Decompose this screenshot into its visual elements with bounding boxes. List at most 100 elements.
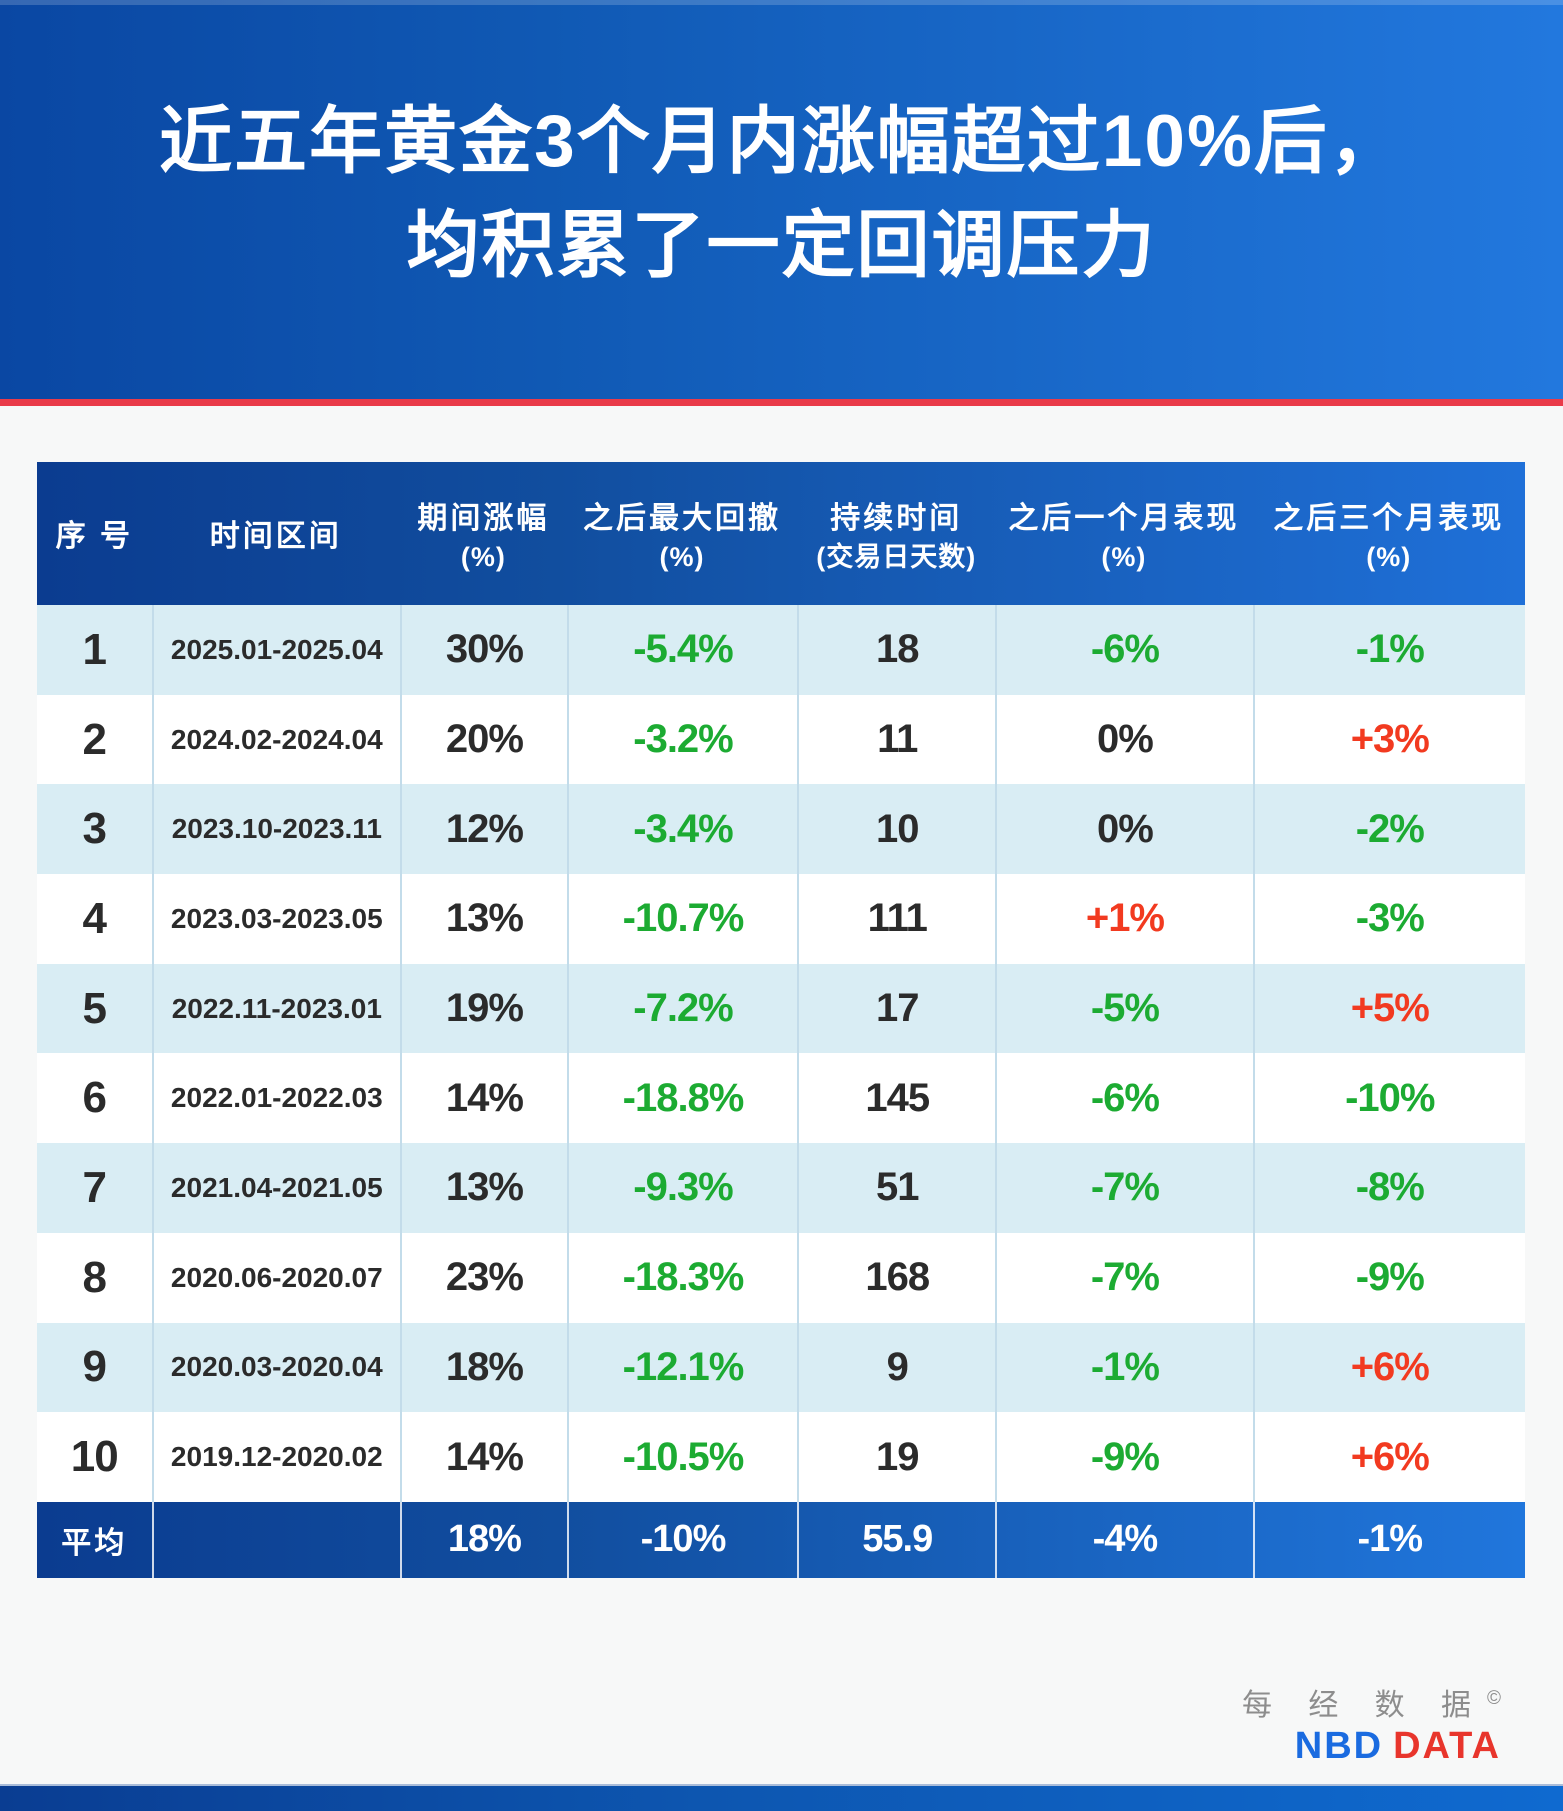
duration-cell: 17 <box>797 963 995 1054</box>
nbd-data-logo: 每 经 数 据 © NBD DATA <box>1242 1682 1501 1766</box>
table-row: 5 2022.11-2023.01 19% -7.2% 17 -5% +5% <box>37 963 1525 1054</box>
gain-cell: 23% <box>400 1232 567 1323</box>
three-month-cell: +5% <box>1252 963 1525 1054</box>
header-label: 期间涨幅 <box>417 501 550 535</box>
header-period: 时间区间 <box>152 462 400 605</box>
index-cell: 4 <box>82 893 107 943</box>
logo-chinese-text: 每 经 数 据 © <box>1242 1682 1501 1723</box>
duration-cell: 9 <box>797 1322 995 1413</box>
gold-correction-table: 序 号 时间区间 期间涨幅 (%) 之后最大回撤 (%) 持续时间 (交易日天数… <box>37 462 1525 1578</box>
drawdown-cell: -5.4% <box>566 605 798 695</box>
header-one-month-perf: 之后一个月表现 (%) <box>995 462 1252 605</box>
period-cell: 2020.03-2020.04 <box>151 1322 400 1413</box>
index-cell: 10 <box>70 1432 119 1482</box>
header-label: 持续时间 <box>830 501 963 535</box>
index-cell: 7 <box>82 1162 107 1212</box>
bottom-blue-bar <box>0 1784 1563 1811</box>
logo-chinese-label: 每 经 数 据 <box>1241 1689 1485 1722</box>
logo-nbd-label: NBD <box>1294 1725 1384 1767</box>
copyright-icon: © <box>1487 1688 1501 1709</box>
duration-cell: 168 <box>797 1232 995 1323</box>
header-unit: (%) <box>659 541 705 572</box>
duration-cell: 51 <box>797 1143 995 1233</box>
table-row: 10 2019.12-2020.02 14% -10.5% 19 -9% +6% <box>37 1412 1525 1502</box>
one-month-cell: -9% <box>995 1412 1252 1502</box>
average-one-month-cell: -4% <box>995 1501 1252 1578</box>
period-cell: 2024.02-2024.04 <box>151 694 400 785</box>
gain-cell: 18% <box>400 1322 567 1413</box>
period-cell: 2019.12-2020.02 <box>151 1412 400 1502</box>
gain-cell: 20% <box>400 694 567 785</box>
three-month-cell: -8% <box>1252 1143 1525 1233</box>
table-row: 7 2021.04-2021.05 13% -9.3% 51 -7% -8% <box>37 1143 1525 1233</box>
logo-data-label: DATA <box>1393 1725 1501 1767</box>
duration-cell: 18 <box>797 605 995 695</box>
one-month-cell: -1% <box>995 1322 1252 1413</box>
header-max-drawdown: 之后最大回撤 (%) <box>567 462 798 605</box>
duration-cell: 111 <box>797 874 995 964</box>
average-row: 平均 18% -10% 55.9 -4% -1% <box>37 1501 1525 1578</box>
table-row: 8 2020.06-2020.07 23% -18.3% 168 -7% -9% <box>37 1232 1525 1323</box>
three-month-cell: -1% <box>1252 605 1525 695</box>
index-cell: 9 <box>82 1342 107 1392</box>
red-separator-line <box>0 399 1563 406</box>
average-drawdown-cell: -10% <box>566 1501 798 1578</box>
table-row: 4 2023.03-2023.05 13% -10.7% 111 +1% -3% <box>37 874 1525 964</box>
duration-cell: 19 <box>797 1412 995 1502</box>
gain-cell: 30% <box>400 605 567 695</box>
one-month-cell: -5% <box>995 963 1252 1054</box>
header-index: 序 号 <box>37 462 152 605</box>
gain-cell: 19% <box>400 963 567 1054</box>
index-cell: 2 <box>82 714 107 764</box>
table-row: 6 2022.01-2022.03 14% -18.8% 145 -6% -10% <box>37 1053 1525 1144</box>
index-cell: 1 <box>82 624 107 674</box>
gain-cell: 13% <box>400 1143 567 1233</box>
drawdown-cell: -18.3% <box>566 1232 798 1323</box>
table-row: 2 2024.02-2024.04 20% -3.2% 11 0% +3% <box>37 694 1525 785</box>
drawdown-cell: -10.5% <box>566 1412 798 1502</box>
duration-cell: 10 <box>797 784 995 875</box>
one-month-cell: -7% <box>995 1232 1252 1323</box>
header-label: 时间区间 <box>209 519 342 553</box>
three-month-cell: -2% <box>1252 784 1525 875</box>
period-cell: 2022.11-2023.01 <box>151 963 400 1054</box>
header-unit: (交易日天数) <box>816 541 977 572</box>
average-duration-cell: 55.9 <box>797 1501 995 1578</box>
one-month-cell: -6% <box>995 605 1252 695</box>
duration-cell: 11 <box>797 694 995 785</box>
duration-cell: 145 <box>797 1053 995 1144</box>
index-cell: 3 <box>82 804 107 854</box>
gain-cell: 14% <box>400 1053 567 1144</box>
period-cell: 2025.01-2025.04 <box>151 605 400 695</box>
period-cell: 2022.01-2022.03 <box>151 1053 400 1144</box>
page-title-line2: 均积累了一定回调压力 <box>406 205 1157 286</box>
logo-english-text: NBD DATA <box>1242 1726 1501 1766</box>
average-period-cell <box>151 1501 400 1578</box>
three-month-cell: -10% <box>1252 1053 1525 1144</box>
index-cell: 8 <box>82 1252 107 1302</box>
header-three-month-perf: 之后三个月表现 (%) <box>1253 462 1525 605</box>
table-row: 3 2023.10-2023.11 12% -3.4% 10 0% -2% <box>37 784 1525 875</box>
three-month-cell: +6% <box>1252 1412 1525 1502</box>
average-gain-cell: 18% <box>400 1501 567 1578</box>
gain-cell: 14% <box>400 1412 567 1502</box>
page-title: 近五年黄金3个月内涨幅超过10%后， 均积累了一定回调压力 <box>0 0 1563 298</box>
one-month-cell: -6% <box>995 1053 1252 1144</box>
table-header-row: 序 号 时间区间 期间涨幅 (%) 之后最大回撤 (%) 持续时间 (交易日天数… <box>37 462 1525 605</box>
gain-cell: 13% <box>400 874 567 964</box>
header-gain: 期间涨幅 (%) <box>400 462 567 605</box>
three-month-cell: +6% <box>1252 1322 1525 1413</box>
header-unit: (%) <box>1366 541 1412 572</box>
average-three-month-cell: -1% <box>1252 1501 1525 1578</box>
drawdown-cell: -3.2% <box>566 694 798 785</box>
gain-cell: 12% <box>400 784 567 875</box>
period-cell: 2023.10-2023.11 <box>151 784 400 875</box>
index-cell: 6 <box>82 1073 107 1123</box>
drawdown-cell: -9.3% <box>566 1143 798 1233</box>
header-label: 之后最大回撤 <box>583 501 781 535</box>
one-month-cell: 0% <box>995 694 1252 785</box>
drawdown-cell: -3.4% <box>566 784 798 875</box>
three-month-cell: -9% <box>1252 1232 1525 1323</box>
period-cell: 2020.06-2020.07 <box>151 1232 400 1323</box>
period-cell: 2021.04-2021.05 <box>151 1143 400 1233</box>
